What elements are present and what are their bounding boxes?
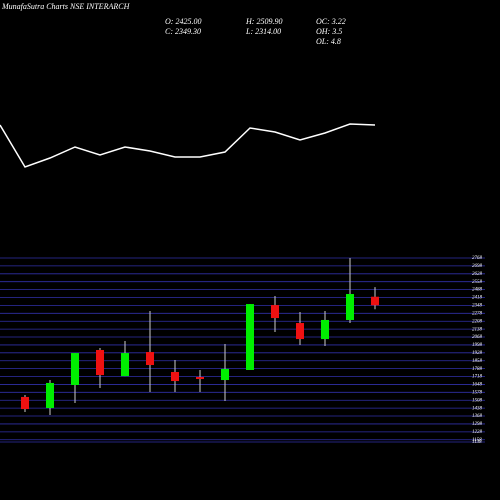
chart-title: MunafaSutra Charts NSE INTERARCH xyxy=(1,2,131,11)
candle-body xyxy=(371,296,379,306)
y-tick-label: 2278 xyxy=(472,311,483,316)
y-tick-label: 2418 xyxy=(472,296,483,301)
y-tick-label: 1138 xyxy=(472,440,482,445)
y-tick-label: 1858 xyxy=(472,359,483,364)
stat: OL: 4.8 xyxy=(316,37,341,46)
y-tick-label: 2348 xyxy=(472,304,483,309)
candle-body xyxy=(71,353,79,385)
y-tick-label: 2488 xyxy=(472,288,483,293)
stat: OC: 3.22 xyxy=(316,17,346,26)
y-tick-label: 2068 xyxy=(472,335,483,340)
y-tick-label: 1368 xyxy=(472,414,483,419)
candle-body xyxy=(271,305,279,319)
candle-body xyxy=(221,368,229,381)
y-tick-label: 1578 xyxy=(472,390,483,395)
y-tick-label: 1298 xyxy=(472,422,483,427)
stat: H: 2509.90 xyxy=(245,17,282,26)
stat: OH: 3.5 xyxy=(316,27,342,36)
y-tick-label: 2698 xyxy=(472,264,483,269)
stat: L: 2314.00 xyxy=(245,27,281,36)
y-tick-label: 2138 xyxy=(472,327,483,332)
y-tick-label: 2768 xyxy=(472,256,483,261)
stat: C: 2349.30 xyxy=(165,27,201,36)
candle-body xyxy=(96,350,104,376)
candle-body xyxy=(21,396,29,410)
y-tick-label: 1508 xyxy=(472,398,483,403)
y-tick-label: 1648 xyxy=(472,383,483,388)
candle-body xyxy=(196,376,204,380)
y-tick-label: 2628 xyxy=(472,272,483,277)
y-tick-label: 1788 xyxy=(472,367,483,372)
candle-body xyxy=(321,319,329,340)
stat: O: 2425.00 xyxy=(165,17,201,26)
candle-body xyxy=(246,304,254,370)
y-tick-label: 1158 xyxy=(472,438,482,443)
y-tick-label: 1998 xyxy=(472,343,483,348)
candle-body xyxy=(46,382,54,409)
y-tick-label: 2208 xyxy=(472,319,483,324)
indicator-line xyxy=(0,123,376,168)
y-tick-label: 1718 xyxy=(472,375,483,380)
candle-body xyxy=(346,294,354,320)
candle-body xyxy=(171,372,179,382)
y-tick-label: 2558 xyxy=(472,280,483,285)
y-tick-label: 1228 xyxy=(472,430,483,435)
candle-body xyxy=(121,353,129,377)
candle-body xyxy=(296,323,304,340)
candle-body xyxy=(146,352,154,366)
y-tick-label: 1928 xyxy=(472,351,483,356)
y-tick-label: 1438 xyxy=(472,406,483,411)
